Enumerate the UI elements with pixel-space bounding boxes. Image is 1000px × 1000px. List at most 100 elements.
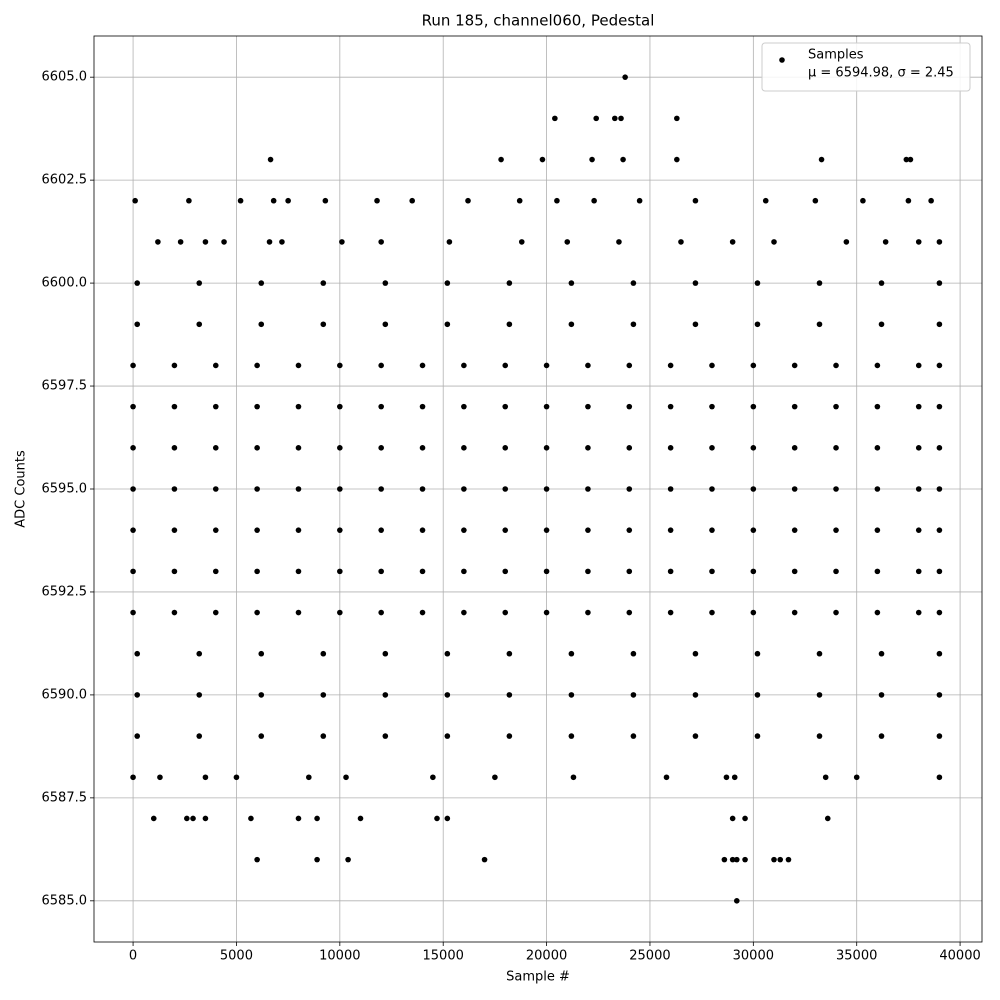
data-point <box>506 650 513 657</box>
data-point <box>506 280 513 286</box>
data-point <box>295 362 302 369</box>
data-point <box>130 774 136 781</box>
data-point <box>258 650 265 657</box>
data-point <box>816 733 823 739</box>
data-point <box>667 362 674 369</box>
data-point <box>248 815 254 822</box>
data-point <box>267 156 274 163</box>
data-point <box>874 568 881 575</box>
data-point <box>663 774 670 781</box>
data-point <box>378 239 384 245</box>
data-point <box>171 362 178 369</box>
data-point <box>915 486 922 492</box>
data-point <box>374 197 380 204</box>
x-tick-label: 25000 <box>629 949 670 964</box>
data-point <box>731 774 738 781</box>
data-point <box>461 568 467 575</box>
data-point <box>585 403 591 410</box>
data-point <box>709 527 715 533</box>
data-point <box>444 733 451 739</box>
data-point <box>692 321 699 328</box>
data-point <box>915 445 922 451</box>
data-point <box>936 568 943 575</box>
y-axis-label: ADC Counts <box>14 450 29 528</box>
x-tick-label: 35000 <box>836 949 877 964</box>
data-point <box>378 486 384 492</box>
data-point <box>130 362 136 369</box>
data-point <box>212 445 219 451</box>
data-point <box>674 156 680 163</box>
data-point <box>568 733 575 739</box>
data-point <box>568 692 575 698</box>
data-point <box>461 445 467 451</box>
data-point <box>258 692 265 698</box>
data-point <box>378 362 384 369</box>
data-point <box>295 568 302 575</box>
data-point <box>419 568 426 575</box>
data-point <box>754 650 761 657</box>
data-point <box>461 486 467 492</box>
data-point <box>502 362 509 369</box>
data-point <box>554 197 560 204</box>
data-point <box>212 403 219 410</box>
data-point <box>320 280 327 286</box>
data-point <box>382 280 389 286</box>
data-point <box>750 362 757 369</box>
data-point <box>254 527 260 533</box>
data-point <box>709 486 715 492</box>
data-point <box>564 239 571 245</box>
legend-box <box>761 42 971 92</box>
data-point <box>754 321 761 328</box>
data-point <box>692 650 699 657</box>
data-point <box>936 650 943 657</box>
data-point <box>419 445 426 451</box>
data-point <box>878 692 885 698</box>
data-point <box>791 609 798 616</box>
data-point <box>915 362 922 369</box>
data-point <box>771 856 777 863</box>
data-point <box>860 197 866 204</box>
data-point <box>233 774 240 781</box>
data-point <box>461 609 467 616</box>
data-point <box>626 445 633 451</box>
x-tick-label: 30000 <box>733 949 774 964</box>
data-point <box>130 568 136 575</box>
data-point <box>692 733 699 739</box>
data-point <box>667 609 674 616</box>
data-point <box>816 650 823 657</box>
data-point <box>630 733 637 739</box>
data-point <box>936 239 943 245</box>
data-point <box>791 568 798 575</box>
data-point <box>502 568 509 575</box>
data-point <box>585 445 591 451</box>
data-point <box>518 239 525 245</box>
data-point <box>729 856 736 863</box>
data-point <box>382 733 389 739</box>
data-point <box>254 856 260 863</box>
data-point <box>506 733 513 739</box>
data-point <box>936 362 943 369</box>
data-point <box>878 733 885 739</box>
data-point <box>833 568 839 575</box>
data-point <box>171 445 178 451</box>
data-point <box>337 362 343 369</box>
data-point <box>674 115 680 122</box>
data-point <box>337 486 343 492</box>
data-point <box>295 486 302 492</box>
data-point <box>150 815 157 822</box>
data-point <box>461 527 467 533</box>
data-point <box>430 774 436 781</box>
data-point <box>816 692 823 698</box>
data-point <box>585 609 591 616</box>
data-point <box>184 815 190 822</box>
data-point <box>667 403 674 410</box>
data-point <box>155 239 161 245</box>
data-point <box>130 609 136 616</box>
data-point <box>636 197 643 204</box>
data-point <box>314 815 320 822</box>
data-point <box>750 403 757 410</box>
data-point <box>190 815 196 822</box>
